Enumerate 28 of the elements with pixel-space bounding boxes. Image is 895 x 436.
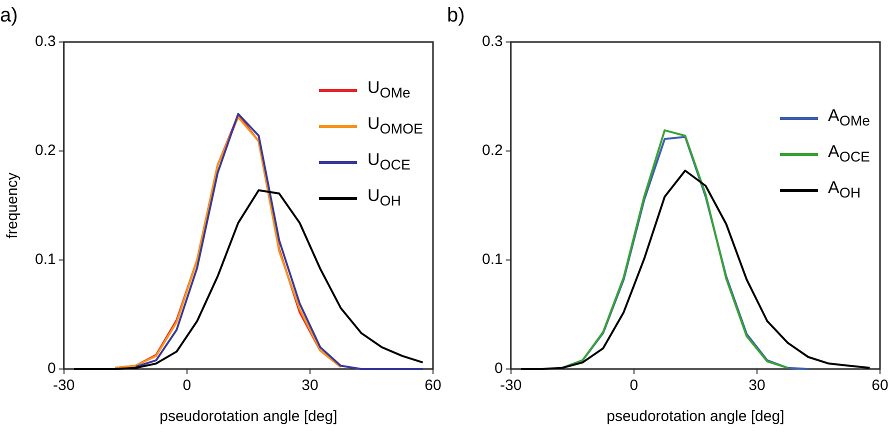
legend-label: U$_{OMe}$ <box>367 78 410 102</box>
y-tick-label: 0.1 <box>34 251 56 268</box>
chart-title: a) <box>0 4 18 27</box>
y-tick-label: 0.3 <box>482 33 503 50</box>
legend-label: U$_{OCE}$ <box>367 150 410 174</box>
legend-label: U$_{OMOE}$ <box>367 114 423 138</box>
x-axis-title: pseudorotation angle [deg] <box>160 408 338 426</box>
x-axis-title: pseudorotation angle [deg] <box>606 408 784 426</box>
x-tick-label: -30 <box>53 377 75 394</box>
y-tick-label: 0.1 <box>482 251 503 268</box>
y-tick-label: 0 <box>494 360 503 378</box>
y-tick-label: 0.2 <box>482 142 503 160</box>
x-tick-label: 0 <box>182 377 192 394</box>
chart-title: b) <box>447 4 465 27</box>
x-tick-label: 60 <box>872 377 888 394</box>
y-tick-label: 0.3 <box>34 33 56 50</box>
y-tick-label: 0.2 <box>34 142 56 160</box>
legend-label: A$_{OH}$ <box>828 178 861 202</box>
legend-label: A$_{OMe}$ <box>828 106 870 130</box>
x-tick-label: 30 <box>748 377 766 394</box>
y-tick-label: 0 <box>48 360 56 378</box>
x-tick-label: 0 <box>630 377 638 394</box>
legend-label: U$_{OH}$ <box>367 186 401 210</box>
legend-label: A$_{OCE}$ <box>828 142 870 166</box>
x-tick-label: 60 <box>424 377 442 394</box>
x-tick-label: -30 <box>500 377 522 394</box>
x-tick-label: 30 <box>302 377 318 394</box>
y-axis-title: frequency <box>4 172 22 238</box>
